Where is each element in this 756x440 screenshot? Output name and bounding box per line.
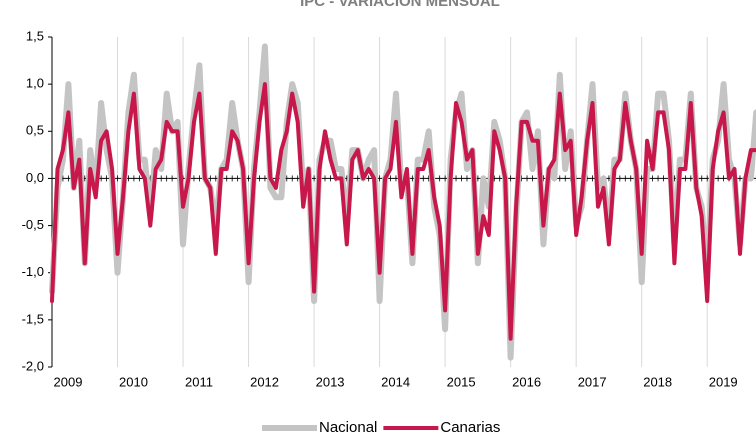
x-tick-label: 2016 [512,374,541,389]
x-tick-label: 2017 [578,374,607,389]
x-tick-label: 2009 [54,374,83,389]
legend-label: Canarias [440,419,500,436]
line-series [49,43,756,361]
y-tick-label: 1,0 [26,76,44,91]
y-tick-label: 1,5 [26,28,44,43]
x-tick-label: 2014 [381,374,410,389]
y-tick-label: 0,0 [26,170,44,185]
y-tick-label: -0,5 [22,217,44,232]
x-tick-label: 2015 [447,374,476,389]
x-tick-label: 2010 [119,374,148,389]
y-tick-label: -2,0 [22,358,44,373]
x-tick-label: 2018 [643,374,672,389]
x-tick-label: 2013 [316,374,345,389]
y-tick-label: 0,5 [26,123,44,138]
y-tick-label: -1,0 [22,264,44,279]
legend-label: Nacional [319,419,377,436]
x-tick-label: 2012 [250,374,279,389]
x-tick-label: 2019 [709,374,738,389]
y-tick-label: -1,5 [22,311,44,326]
line-series [50,82,756,341]
x-tick-label: 2011 [185,374,213,389]
chart-title: IPC - VARIACIÓN MENSUAL [300,0,500,10]
